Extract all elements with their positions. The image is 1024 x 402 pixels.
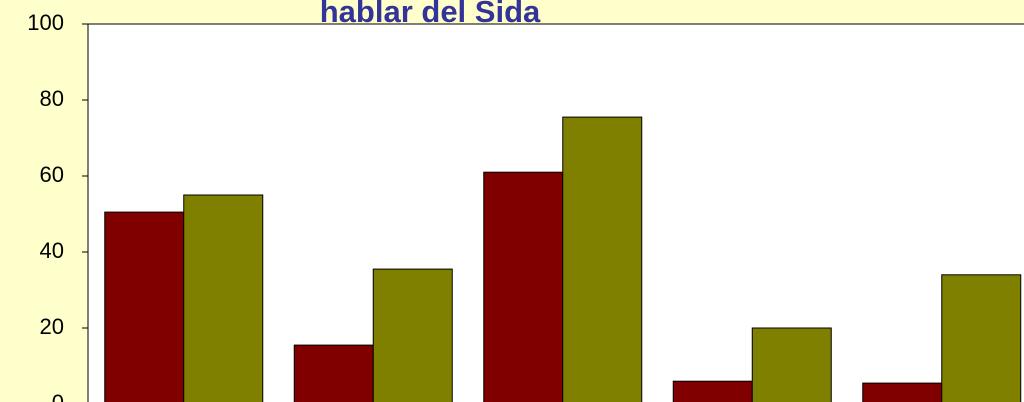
y-tick-label: 100 — [27, 10, 64, 35]
bar — [293, 344, 374, 402]
bar — [183, 194, 264, 402]
bar — [862, 382, 943, 402]
chart-title: hablar del Sida — [320, 0, 541, 29]
bar — [104, 211, 185, 402]
y-tick-label: 80 — [40, 86, 64, 111]
bar — [751, 327, 832, 402]
y-tick-label: 0 — [52, 390, 64, 402]
y-tick-label: 40 — [40, 238, 64, 263]
bar — [672, 380, 753, 402]
bar — [372, 268, 453, 402]
bar — [483, 171, 564, 402]
y-tick-label: 60 — [40, 162, 64, 187]
bar — [941, 274, 1022, 402]
bar — [562, 116, 643, 402]
y-tick-label: 20 — [40, 314, 64, 339]
